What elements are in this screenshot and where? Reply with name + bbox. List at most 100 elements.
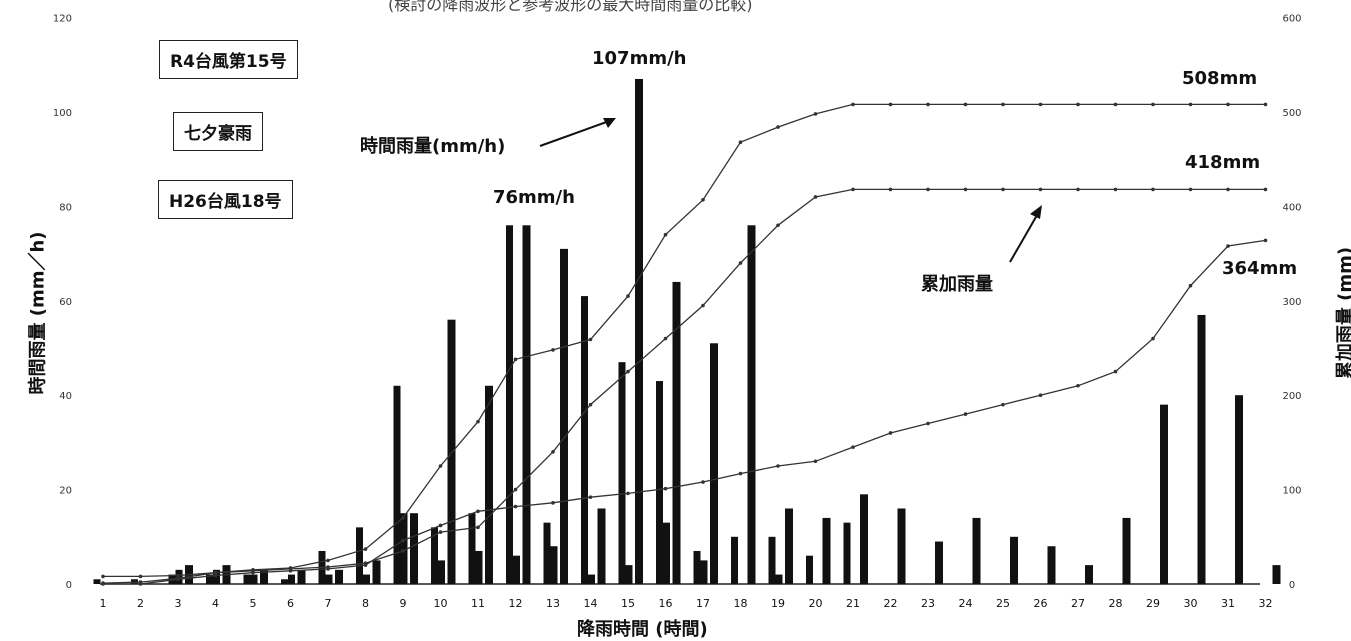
x-tick-label: 6 (287, 597, 294, 610)
x-tick-label: 23 (921, 597, 935, 610)
line-h26-typhoon18-point (1076, 383, 1080, 388)
bar-tanabata-rain (618, 362, 626, 584)
bar-h26-typhoon18 (550, 546, 558, 584)
bar-r4-typhoon15 (747, 225, 756, 584)
y-right-tick-label: 500 (1282, 108, 1301, 119)
total-418-label: 418mm (1185, 152, 1261, 173)
x-tick-label: 8 (362, 597, 369, 610)
line-r4-typhoon15-point (1001, 102, 1005, 107)
bar-h26-typhoon18 (625, 565, 633, 584)
line-h26-typhoon18-point (813, 459, 818, 464)
annotation-arrows (539, 118, 1042, 263)
right-axis-ticks: 0 100 200 300 400 500 600 (1282, 14, 1301, 591)
bar-tanabata-rain (356, 527, 363, 584)
y-right-axis-title: 累加雨量 (mm) (1335, 246, 1351, 380)
line-tanabata-rain-point (1001, 187, 1005, 192)
line-tanabata-rain-point (851, 187, 855, 192)
legend-tanabata: 七夕豪雨 (173, 112, 263, 151)
line-h26-typhoon18-point (1226, 244, 1230, 248)
y-left-tick-label: 40 (59, 391, 72, 402)
x-tick-label: 5 (250, 597, 257, 610)
y-right-tick-label: 600 (1282, 14, 1301, 25)
bar-r4-typhoon15 (672, 281, 681, 584)
y-left-tick-label: 60 (59, 297, 72, 308)
line-tanabata-rain-point (588, 402, 593, 407)
hourly-rain-label: 時間雨量(mm/h) (360, 136, 506, 157)
line-tanabata-rain-point (776, 223, 780, 228)
line-h26-typhoon18-point (438, 523, 443, 528)
bar-tanabata-rain (93, 579, 101, 584)
line-h26-typhoon18-point (138, 582, 143, 586)
line-h26-typhoon18-point (701, 480, 705, 484)
line-r4-typhoon15-point (588, 337, 593, 342)
x-tick-label: 28 (1109, 597, 1123, 610)
bar-r4-typhoon15 (1272, 565, 1281, 584)
bar-r4-typhoon15 (447, 319, 456, 584)
line-h26-typhoon18-point (363, 563, 368, 567)
bar-h26-typhoon18 (475, 550, 483, 584)
line-r4-typhoon15-point (888, 102, 893, 107)
line-r4-typhoon15-point (851, 102, 855, 107)
cumulative-arrow (1009, 209, 1041, 263)
line-r4-typhoon15-point (513, 357, 518, 362)
x-tick-label: 29 (1146, 597, 1160, 610)
bar-tanabata-rain (206, 574, 213, 584)
line-r4-typhoon15-point (326, 558, 330, 563)
total-508-label: 508mm (1182, 68, 1258, 89)
line-tanabata-rain-point (926, 187, 930, 192)
bar-r4-typhoon15 (1122, 517, 1131, 584)
top-title: (検討の降雨波形と参考波形の最大時間雨量の比較) (388, 0, 753, 14)
line-r4-typhoon15-point (1151, 102, 1155, 107)
bar-tanabata-rain (468, 513, 476, 584)
bar-h26-typhoon18 (663, 522, 670, 584)
y-left-tick-label: 80 (59, 202, 72, 213)
bar-r4-typhoon15 (635, 78, 643, 585)
hourly-arrow (539, 119, 613, 147)
line-r4-typhoon15-point (701, 197, 705, 202)
x-tick-label: 14 (584, 597, 598, 610)
x-tick-label: 18 (734, 597, 748, 610)
x-tick-label: 30 (1184, 597, 1198, 610)
line-h26-typhoon18-point (663, 486, 668, 491)
bar-r4-typhoon15 (710, 343, 718, 584)
bar-tanabata-rain (843, 522, 851, 584)
bar-r4-typhoon15 (1197, 314, 1206, 584)
x-tick-label: 7 (325, 597, 332, 610)
bar-r4-typhoon15 (597, 508, 606, 584)
line-r4-typhoon15-point (101, 574, 105, 579)
x-tick-label: 21 (846, 597, 860, 610)
line-r4-typhoon15-point (926, 102, 930, 107)
bar-tanabata-rain (731, 536, 738, 584)
bar-h26-typhoon18 (513, 555, 520, 584)
bar-r4-typhoon15 (1160, 404, 1168, 584)
line-r4-typhoon15-point (738, 140, 743, 145)
legend-r4: R4台風第15号 (159, 40, 298, 79)
total-364-label: 364mm (1222, 258, 1298, 279)
x-tick-label: 22 (884, 597, 898, 610)
line-tanabata-rain-point (513, 487, 518, 492)
x-tick-label: 27 (1071, 597, 1085, 610)
x-tick-label: 3 (175, 597, 182, 610)
line-tanabata-rain-point (1113, 187, 1118, 192)
line-tanabata-rain-point (701, 303, 705, 308)
y-right-tick-label: 400 (1282, 202, 1301, 213)
bar-r4-typhoon15 (522, 225, 531, 584)
line-h26-typhoon18-point (513, 504, 518, 509)
bar-h26-typhoon18 (325, 574, 333, 584)
line-h26-typhoon18-point (213, 573, 218, 578)
line-h26-typhoon18-point (288, 568, 293, 573)
bar-tanabata-rain (656, 381, 663, 584)
x-axis-title: 降雨時間 (時間) (577, 619, 708, 640)
line-h26-typhoon18-point (738, 471, 743, 476)
line-r4-typhoon15-point (1188, 102, 1193, 107)
bar-r4-typhoon15 (935, 541, 943, 584)
bar-tanabata-rain (581, 296, 588, 584)
bar-r4-typhoon15 (260, 569, 268, 584)
bar-h26-typhoon18 (588, 574, 595, 584)
bar-h26-typhoon18 (288, 574, 295, 584)
left-axis-ticks: 0 20 40 60 80 100 120 (53, 14, 72, 591)
line-r4-typhoon15-point (476, 419, 480, 424)
x-tick-label: 19 (771, 597, 785, 610)
hourly-rainfall-bars (93, 78, 1281, 585)
